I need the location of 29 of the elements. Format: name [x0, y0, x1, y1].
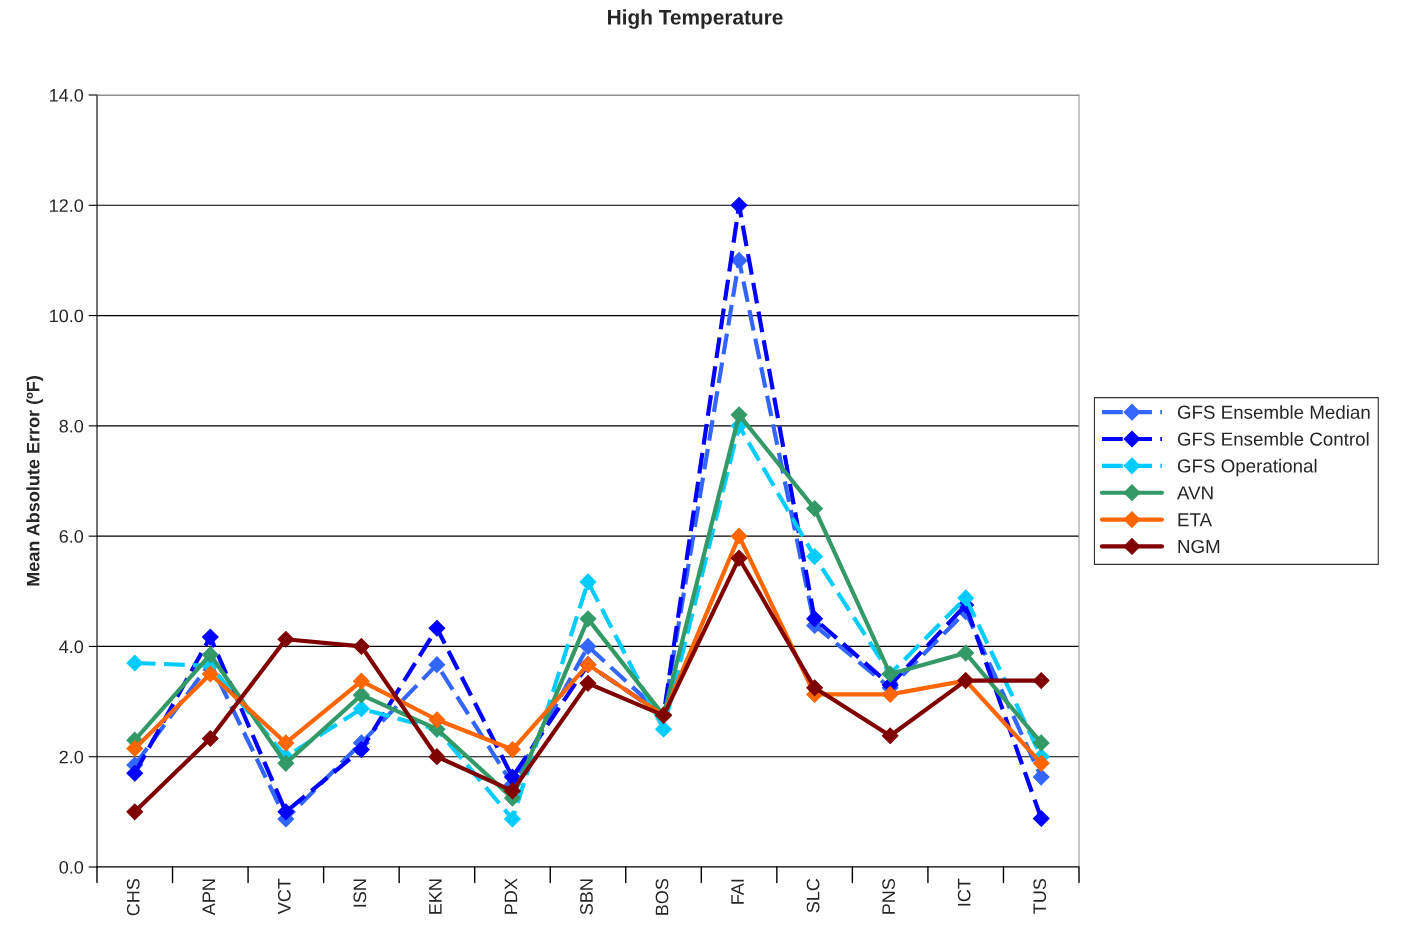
- legend-label: AVN: [1176, 486, 1213, 500]
- y-tick-label: 6.0: [59, 530, 84, 543]
- x-tick-label: APN: [202, 879, 215, 916]
- x-tick-label: PDX: [504, 878, 518, 914]
- y-axis-title: Mean Absolute Error (ºF): [26, 376, 44, 586]
- y-tick-label: 12.0: [50, 199, 84, 213]
- x-tick-label: VCT: [277, 878, 291, 915]
- x-tick-label: SBN: [580, 879, 593, 915]
- legend-label: NGM: [1178, 539, 1220, 554]
- y-tick-label: 4.0: [59, 640, 84, 654]
- y-tick-label: 2.0: [59, 750, 84, 764]
- x-tick-label: EKN: [429, 879, 442, 914]
- x-tick-label: PNS: [882, 878, 895, 914]
- x-tick-label: CHS: [126, 878, 140, 916]
- x-tick-label: ISN: [353, 879, 367, 907]
- y-tick-label: 14.0: [50, 88, 84, 102]
- y-tick-label: 8.0: [59, 419, 84, 433]
- legend-label: GFS Ensemble Median: [1177, 405, 1370, 419]
- legend-label: GFS Ensemble Control: [1177, 431, 1369, 446]
- x-tick-label: TUS: [1033, 878, 1047, 914]
- x-tick-label: SLC: [806, 878, 820, 913]
- y-tick-label: 10.0: [50, 309, 84, 323]
- y-tick-label: 0.0: [59, 860, 84, 874]
- legend-label: ETA: [1178, 513, 1212, 527]
- x-tick-label: FAI: [731, 879, 744, 904]
- chart-title: High Temperature: [608, 9, 783, 29]
- x-tick-label: BOS: [655, 878, 669, 915]
- legend-label: GFS Operational: [1177, 458, 1317, 477]
- x-tick-label: ICT: [957, 878, 971, 906]
